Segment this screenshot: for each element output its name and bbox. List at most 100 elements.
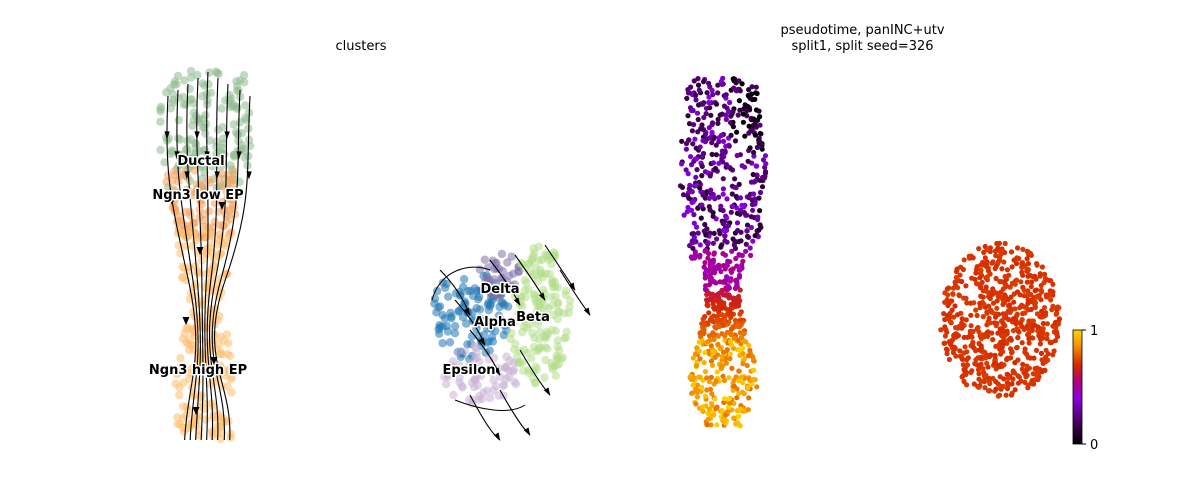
pseudotime-point (1004, 340, 1010, 346)
pseudotime-point (685, 87, 691, 93)
cluster-point (187, 150, 197, 159)
pseudotime-point (1001, 259, 1007, 265)
cluster-point (528, 329, 537, 338)
pseudotime-point (984, 289, 990, 295)
pseudotime-point (964, 349, 970, 355)
cluster-point (239, 71, 249, 80)
pseudotime-point (705, 303, 711, 309)
pseudotime-point (721, 377, 728, 384)
pseudotime-point (755, 216, 761, 223)
pseudotime-point (736, 267, 742, 273)
cluster-point (448, 357, 457, 366)
pseudotime-point (700, 101, 706, 107)
cluster-point (226, 375, 235, 384)
pseudotime-point (693, 92, 699, 98)
pseudotime-point (980, 314, 986, 320)
pseudotime-point (1004, 357, 1010, 363)
cluster-point (204, 227, 213, 236)
pseudotime-point (719, 287, 725, 293)
pseudotime-point (697, 254, 703, 260)
pseudotime-point (684, 95, 690, 101)
pseudotime-point (1051, 348, 1057, 354)
streamline-arrow (184, 171, 190, 180)
streamline-arrow (218, 202, 226, 210)
pseudotime-point (710, 240, 717, 246)
pseudotime-point (706, 94, 712, 100)
pseudotime-point (978, 361, 984, 367)
pseudotime-point (751, 367, 757, 373)
cluster-point (218, 240, 227, 249)
pseudotime-point (720, 349, 727, 355)
pseudotime-point (1027, 250, 1033, 256)
streamline-arrow (493, 432, 501, 441)
pseudotime-point (713, 152, 720, 158)
pseudotime-point (999, 266, 1005, 272)
pseudotime-point (1040, 320, 1046, 327)
cluster-point (502, 352, 511, 361)
pseudotime-point (754, 384, 760, 390)
cluster-point (459, 275, 469, 284)
pseudotime-point (1007, 302, 1013, 308)
pseudotime-point (981, 379, 988, 385)
pseudotime-point (721, 300, 727, 306)
pseudotime-point (737, 195, 744, 201)
pseudotime-point (992, 360, 998, 366)
streamline-arrow (523, 427, 531, 436)
streamline-arrow (196, 247, 204, 255)
pseudotime-point (710, 160, 717, 166)
cluster-point (450, 322, 460, 331)
cluster-point (190, 228, 199, 237)
pseudotime-point (693, 156, 700, 162)
pseudotime-point (1004, 380, 1011, 386)
pseudotime-point (975, 367, 982, 373)
pseudotime-point (973, 347, 979, 353)
streamline-arrow (192, 407, 200, 415)
pseudotime-point (691, 78, 697, 84)
pseudotime-point (1012, 306, 1018, 312)
pseudotime-point (736, 347, 742, 353)
cluster-point (225, 364, 235, 374)
pseudotime-point (726, 396, 732, 402)
pseudotime-point (703, 232, 709, 238)
pseudotime-point (996, 364, 1002, 370)
pseudotime-point (1041, 367, 1047, 373)
pseudotime-point (1001, 362, 1007, 368)
pseudotime-point (700, 150, 707, 157)
pseudotime-point (728, 339, 734, 345)
pseudotime-point (999, 333, 1006, 339)
pseudotime-point (708, 358, 715, 364)
cluster-point (497, 249, 507, 259)
colorbar-tick-label-min: 0 (1090, 438, 1098, 453)
pseudotime-point (734, 395, 740, 401)
pseudotime-point (1035, 377, 1041, 383)
cluster-point (554, 307, 563, 316)
cluster-point (514, 309, 523, 318)
pseudotime-point (745, 158, 751, 164)
pseudotime-point (973, 266, 980, 273)
cluster-point (510, 280, 519, 289)
pseudotime-point (949, 298, 955, 304)
cluster-point (552, 351, 561, 360)
pseudotime-point (747, 245, 753, 251)
pseudotime-point (720, 220, 726, 227)
pseudotime-point (1013, 277, 1020, 283)
pseudotime-point (740, 258, 746, 264)
pseudotime-point (754, 90, 760, 97)
pseudotime-point (1026, 320, 1032, 326)
pseudotime-point (726, 143, 732, 149)
pseudotime-point (1014, 255, 1020, 261)
pseudotime-point (713, 378, 719, 384)
pseudotime-point (724, 227, 730, 233)
pseudotime-point (976, 246, 982, 252)
pseudotime-point (721, 396, 728, 402)
pseudotime-point (737, 423, 743, 429)
cluster-point (198, 114, 207, 124)
pseudotime-point (718, 132, 725, 138)
streamline-arrow (493, 367, 501, 376)
pseudotime-point (963, 283, 969, 289)
pseudotime-point (704, 375, 710, 381)
streamline-arrow (513, 297, 521, 306)
streamline-arrow (543, 387, 551, 396)
pseudotime-point (995, 245, 1001, 251)
pseudotime-point (686, 195, 692, 201)
